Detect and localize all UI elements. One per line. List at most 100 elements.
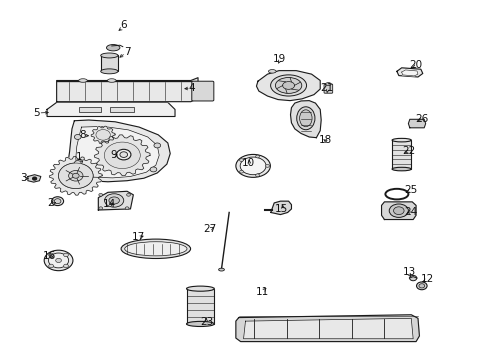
Ellipse shape [49, 253, 53, 257]
Ellipse shape [393, 207, 403, 215]
Text: 27: 27 [203, 224, 216, 234]
Ellipse shape [299, 110, 311, 127]
Polygon shape [401, 70, 417, 76]
Text: 12: 12 [420, 274, 433, 284]
Ellipse shape [99, 193, 102, 196]
Polygon shape [57, 78, 198, 102]
Text: 22: 22 [401, 146, 414, 156]
Ellipse shape [124, 242, 186, 256]
Polygon shape [407, 119, 425, 128]
Text: 24: 24 [404, 207, 417, 217]
Ellipse shape [239, 170, 243, 173]
Polygon shape [381, 202, 415, 220]
Text: 16: 16 [42, 251, 56, 261]
Ellipse shape [239, 159, 243, 162]
Polygon shape [290, 100, 321, 138]
Ellipse shape [44, 250, 73, 271]
Polygon shape [256, 71, 320, 100]
Text: 5: 5 [33, 108, 39, 118]
FancyBboxPatch shape [324, 84, 332, 93]
Bar [79, 107, 101, 112]
Ellipse shape [68, 171, 83, 181]
Text: 2: 2 [47, 198, 54, 208]
Polygon shape [235, 315, 419, 342]
Polygon shape [396, 68, 422, 77]
Ellipse shape [218, 268, 224, 271]
Ellipse shape [265, 165, 269, 167]
Bar [101, 55, 118, 71]
Text: 14: 14 [102, 199, 116, 209]
Text: 3: 3 [20, 173, 26, 183]
Polygon shape [98, 191, 133, 210]
Ellipse shape [416, 282, 426, 290]
Ellipse shape [104, 142, 140, 168]
Polygon shape [243, 318, 412, 339]
Polygon shape [49, 156, 102, 195]
Polygon shape [76, 126, 159, 178]
Ellipse shape [54, 199, 61, 204]
Text: 25: 25 [404, 185, 417, 195]
Ellipse shape [74, 135, 81, 139]
Ellipse shape [186, 286, 214, 291]
Text: 8: 8 [79, 130, 86, 140]
Ellipse shape [125, 207, 129, 210]
Ellipse shape [411, 120, 422, 127]
Text: 20: 20 [408, 60, 422, 70]
Ellipse shape [107, 79, 116, 82]
Polygon shape [94, 135, 150, 176]
Text: 1: 1 [76, 152, 82, 162]
Ellipse shape [282, 82, 294, 89]
Ellipse shape [186, 321, 214, 327]
Polygon shape [91, 126, 115, 144]
Text: 26: 26 [414, 114, 427, 124]
Ellipse shape [268, 69, 276, 73]
Ellipse shape [391, 167, 410, 171]
Ellipse shape [325, 83, 330, 85]
Ellipse shape [59, 163, 93, 189]
Ellipse shape [52, 197, 63, 206]
Bar [186, 289, 214, 324]
Ellipse shape [74, 161, 81, 166]
Polygon shape [68, 120, 170, 182]
Text: 6: 6 [120, 20, 127, 30]
Ellipse shape [255, 174, 259, 177]
Ellipse shape [388, 204, 407, 217]
Text: 11: 11 [256, 287, 269, 297]
Bar [391, 140, 410, 169]
Text: 13: 13 [403, 267, 416, 278]
Ellipse shape [79, 79, 87, 82]
Polygon shape [47, 102, 175, 117]
Ellipse shape [101, 53, 118, 58]
Text: 15: 15 [275, 204, 288, 214]
Ellipse shape [150, 167, 157, 172]
Ellipse shape [99, 207, 102, 210]
Ellipse shape [106, 45, 120, 51]
Ellipse shape [121, 239, 190, 258]
Text: 9: 9 [111, 150, 117, 159]
Ellipse shape [56, 258, 61, 262]
Ellipse shape [126, 193, 130, 196]
Ellipse shape [418, 284, 424, 288]
Ellipse shape [109, 197, 119, 204]
Ellipse shape [409, 275, 416, 281]
Ellipse shape [118, 152, 126, 158]
Ellipse shape [116, 149, 131, 160]
Ellipse shape [96, 130, 110, 140]
Ellipse shape [63, 253, 68, 257]
Polygon shape [28, 175, 41, 182]
Ellipse shape [63, 167, 88, 185]
Ellipse shape [48, 253, 68, 268]
Text: 21: 21 [320, 83, 333, 93]
Ellipse shape [235, 154, 270, 177]
Ellipse shape [275, 77, 301, 93]
Text: 18: 18 [318, 135, 331, 145]
Text: 4: 4 [188, 82, 195, 93]
FancyBboxPatch shape [191, 81, 213, 101]
Ellipse shape [154, 143, 160, 148]
Ellipse shape [120, 152, 127, 157]
Ellipse shape [49, 264, 53, 268]
Text: 17: 17 [131, 232, 144, 242]
Ellipse shape [240, 157, 265, 175]
Text: 10: 10 [241, 158, 254, 168]
Text: 19: 19 [272, 54, 285, 64]
